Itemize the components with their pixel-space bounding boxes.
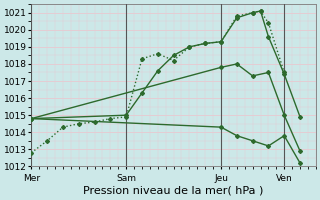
- X-axis label: Pression niveau de la mer( hPa ): Pression niveau de la mer( hPa ): [84, 186, 264, 196]
